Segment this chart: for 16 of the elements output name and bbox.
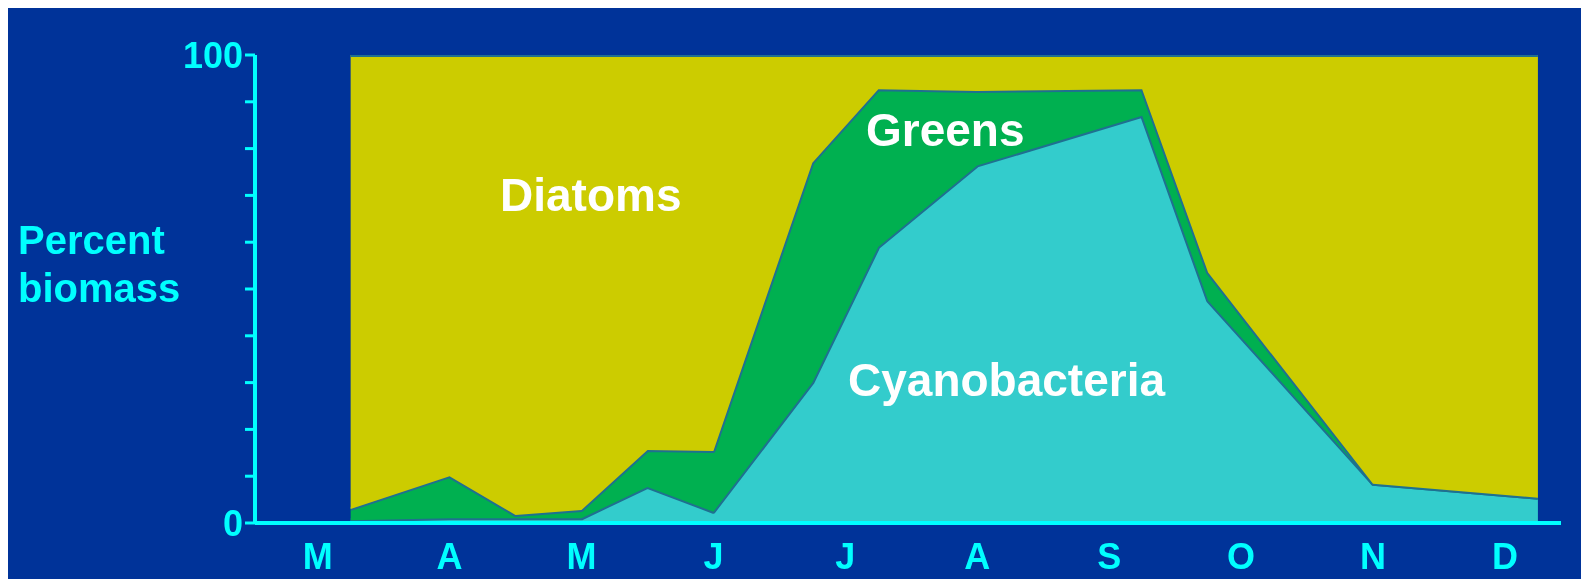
y-tick-label: 100: [182, 34, 243, 76]
y-axis-title: Percent biomass: [18, 217, 181, 312]
x-tick-label: M: [566, 535, 597, 577]
y-tick-label: 0: [222, 502, 243, 544]
x-tick-label: N: [1360, 535, 1387, 577]
x-tick-label: A: [964, 535, 991, 577]
series-label: Cyanobacteria: [848, 353, 1166, 407]
x-tick-label: S: [1097, 535, 1122, 577]
series-label: Diatoms: [500, 168, 682, 222]
x-tick-label: O: [1227, 535, 1256, 577]
x-tick-label: J: [835, 535, 856, 577]
x-tick-label: M: [302, 535, 333, 577]
x-tick-label: A: [436, 535, 463, 577]
x-tick-label: J: [703, 535, 724, 577]
x-tick-label: D: [1491, 535, 1518, 577]
series-label: Greens: [866, 103, 1025, 157]
